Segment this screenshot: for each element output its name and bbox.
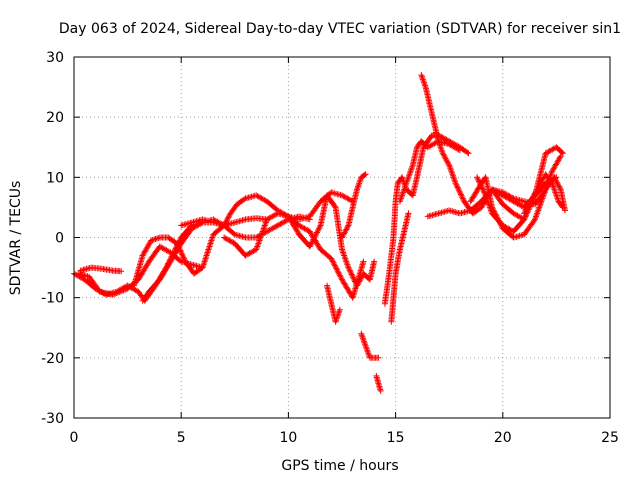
tick-labels: 0 5 10 15 20 25 -30 -20 -10 0 10 20 30 [41,50,619,446]
x-tick-label: 15 [387,430,405,446]
x-tick-label: 25 [601,430,619,446]
y-axis-label: SDTVAR / TECUs [8,181,24,296]
y-tick-label: -10 [41,291,64,307]
x-tick-label: 20 [494,430,512,446]
x-tick-label: 10 [279,430,297,446]
plot-frame [73,56,611,419]
y-tick-label: -30 [41,411,64,427]
y-tick-label: 10 [46,170,64,186]
y-tick-label: -20 [41,351,64,367]
x-tick-label: 0 [70,430,79,446]
y-tick-label: 30 [46,50,64,66]
series-markers [71,72,568,394]
chart-title: Day 063 of 2024, Sidereal Day-to-day VTE… [59,21,621,37]
data-points [71,72,568,394]
y-tick-label: 20 [46,110,64,126]
x-axis-label: GPS time / hours [281,458,398,474]
x-tick-label: 5 [177,430,186,446]
y-tick-label: 0 [55,231,64,247]
